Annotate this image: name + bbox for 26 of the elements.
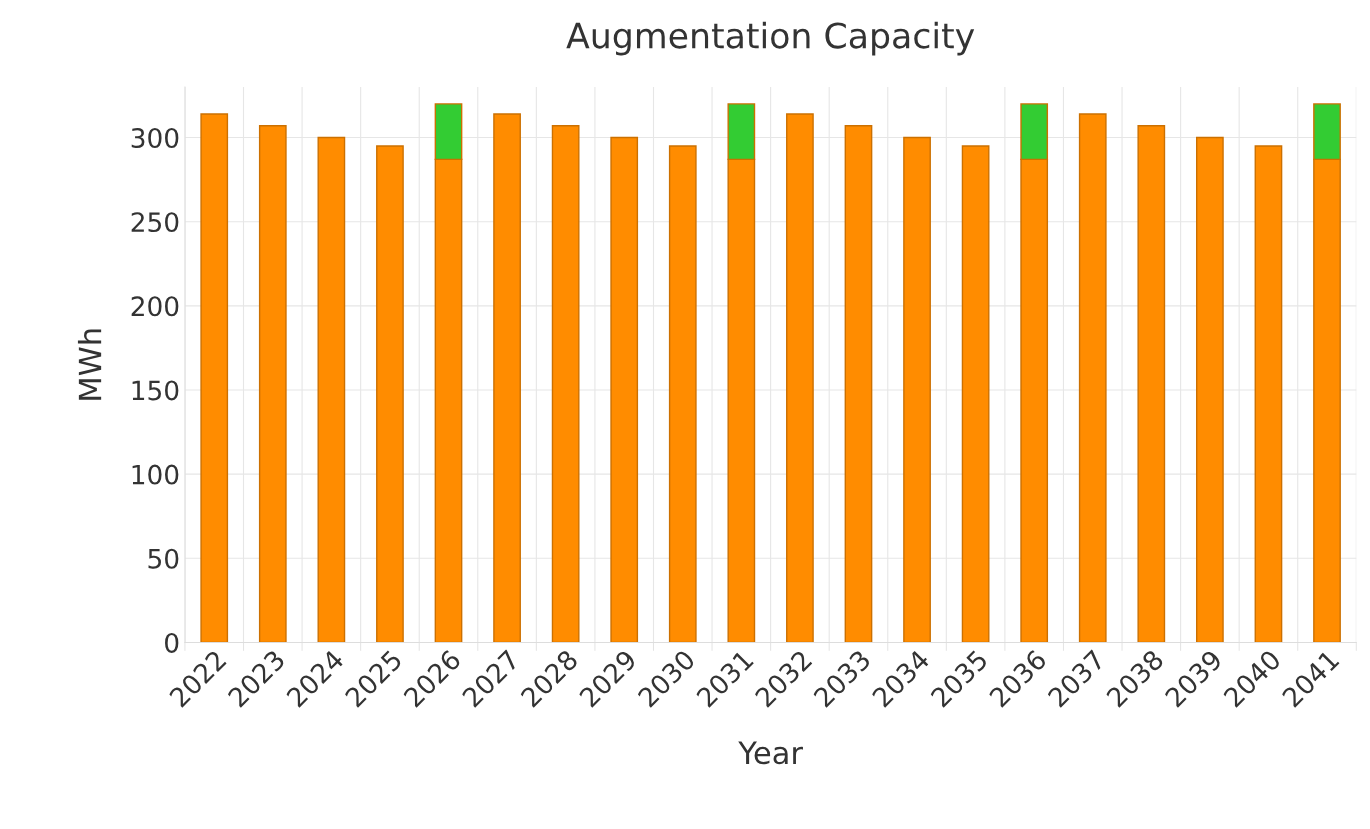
y-axis-title: MWh xyxy=(77,329,102,400)
bar xyxy=(961,145,990,643)
y-tick-label: 300 xyxy=(131,127,179,148)
bar xyxy=(844,125,873,643)
bar xyxy=(376,145,404,643)
bar xyxy=(317,136,346,643)
y-tick-label: 250 xyxy=(131,212,179,233)
bar xyxy=(551,125,580,643)
bar xyxy=(610,136,639,643)
x-axis-title: Year xyxy=(738,741,803,765)
bar xyxy=(668,145,697,643)
bar xyxy=(200,113,229,643)
bar xyxy=(493,113,521,643)
y-tick-label: 100 xyxy=(132,464,179,485)
bar xyxy=(1196,136,1224,643)
bar xyxy=(1078,113,1107,643)
bar xyxy=(903,136,931,643)
y-tick-label: 200 xyxy=(131,296,179,317)
bar xyxy=(1137,125,1166,643)
chart-title: Augmentation Capacity xyxy=(566,21,975,56)
y-tick-label: 150 xyxy=(132,380,179,401)
bar xyxy=(1254,145,1283,643)
bar xyxy=(258,125,287,643)
y-tick-label: 0 xyxy=(165,632,179,653)
bar xyxy=(786,113,814,643)
y-tick-label: 50 xyxy=(148,548,179,569)
